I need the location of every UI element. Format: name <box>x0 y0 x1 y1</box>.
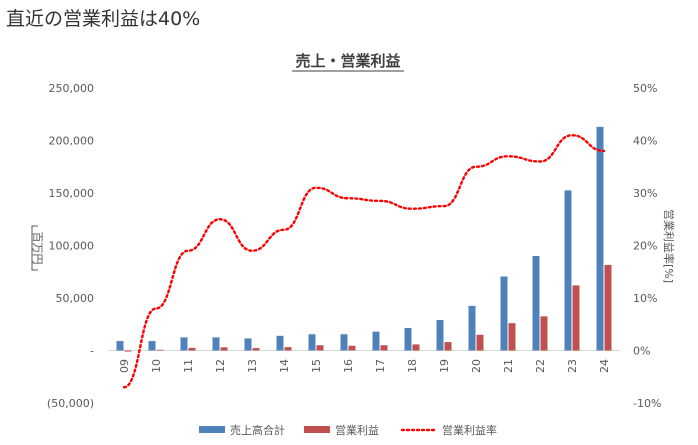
bar-sales <box>532 256 540 351</box>
bar-sales <box>180 337 188 351</box>
y-right-tick-label: 40% <box>633 135 657 148</box>
x-tick-label: 12 <box>214 359 227 373</box>
bar-operating-profit <box>156 349 164 351</box>
y-right-tick-label: 0% <box>633 345 650 358</box>
legend-operating-profit-label: 営業利益 <box>335 423 379 437</box>
y-left-tick-label: 150,000 <box>49 187 95 200</box>
bar-sales <box>276 335 284 351</box>
y-right-tick-label: 30% <box>633 187 657 200</box>
y-left-tick-label: 100,000 <box>49 240 95 253</box>
bar-operating-profit <box>380 345 388 351</box>
y-left-tick-label: - <box>90 345 94 358</box>
legend-operating-margin-label: 営業利益率 <box>442 423 497 437</box>
bar-sales <box>436 320 444 351</box>
bar-sales <box>148 341 156 351</box>
y-right-tick-label: 20% <box>633 240 657 253</box>
x-tick-label: 16 <box>342 359 355 373</box>
x-tick-label: 17 <box>374 359 387 373</box>
bar-operating-profit <box>476 334 484 351</box>
y-left-tick-label: 200,000 <box>49 135 95 148</box>
y-left-tick-label: (50,000) <box>47 397 94 410</box>
line-operating-margin <box>122 134 606 389</box>
bar-sales <box>340 334 348 351</box>
x-tick-label: 09 <box>118 359 131 373</box>
bar-operating-profit <box>412 344 420 351</box>
bar-operating-profit <box>188 347 196 351</box>
x-tick-label: 10 <box>150 359 163 373</box>
y-right-tick-label: 10% <box>633 292 657 305</box>
x-tick-label: 18 <box>406 359 419 373</box>
plot-area: (50,000) - 50,000 100,000 150,000 200,000 250,… <box>31 82 676 437</box>
y-left-tick-label: 250,000 <box>49 82 95 95</box>
bar-sales <box>116 341 124 351</box>
legend-operating-profit-swatch <box>304 426 330 433</box>
bar-operating-profit <box>252 348 260 351</box>
bar-sales <box>596 126 604 351</box>
bar-sales <box>308 334 316 351</box>
x-tick-label: 19 <box>438 359 451 373</box>
x-tick-label: 11 <box>182 359 195 373</box>
bar-operating-profit <box>604 264 612 351</box>
bar-operating-profit <box>348 345 356 351</box>
x-tick-label: 22 <box>534 359 547 373</box>
bar-sales <box>564 190 572 351</box>
bar-sales <box>372 331 380 351</box>
x-tick-label: 13 <box>246 359 259 373</box>
y-left-axis-label: 百万円 <box>31 232 44 265</box>
bar-sales <box>244 338 252 351</box>
x-tick-label: 24 <box>598 359 611 373</box>
bar-operating-profit <box>316 345 324 351</box>
bar-operating-profit <box>124 350 132 352</box>
bar-sales <box>212 337 220 351</box>
x-tick-label: 15 <box>310 359 323 373</box>
y-left-tick-label: 50,000 <box>56 292 95 305</box>
y-right-tick-label: 50% <box>633 82 657 95</box>
bar-operating-profit <box>508 323 516 351</box>
x-tick-label: 14 <box>278 359 291 373</box>
bar-sales <box>500 276 508 351</box>
bar-operating-profit <box>572 285 580 351</box>
bar-operating-profit <box>444 342 452 351</box>
page-headline: 直近の営業利益は40% <box>6 8 201 30</box>
bar-operating-profit <box>284 347 292 351</box>
y-right-tick-label: -10% <box>633 397 661 410</box>
y-left-axis-label-bracket <box>31 225 38 271</box>
bar-sales <box>404 327 412 351</box>
x-tick-label: 23 <box>566 359 579 373</box>
legend-sales-label: 売上高合計 <box>230 423 285 437</box>
y-right-axis-label: 営業利益率[%] <box>662 209 676 283</box>
bar-operating-profit <box>220 347 228 351</box>
chart-title: 売上・営業利益 <box>295 52 400 70</box>
x-tick-label: 21 <box>502 359 515 373</box>
bar-sales <box>468 305 476 351</box>
bar-operating-profit <box>540 316 548 351</box>
legend-sales-swatch <box>199 426 225 433</box>
x-tick-label: 20 <box>470 359 483 373</box>
